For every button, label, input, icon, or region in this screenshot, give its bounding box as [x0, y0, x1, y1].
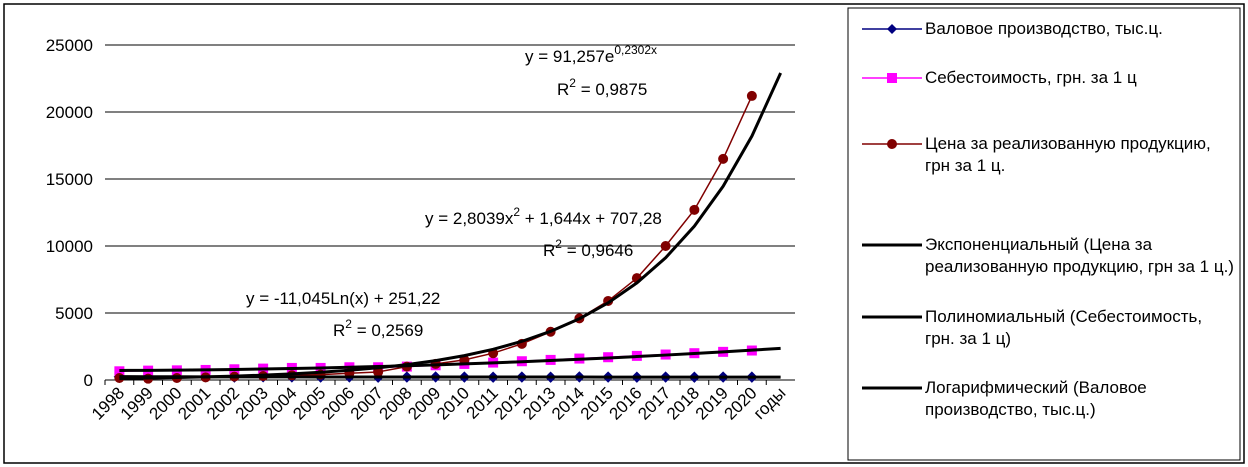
legend-label: Экспоненциальный (Цена за реализованную …	[925, 235, 1234, 276]
legend-label: Цена за реализованную продукцию, грн за …	[925, 134, 1211, 175]
trend-equation: R2 = 0,2569	[333, 317, 423, 340]
legend-marker	[887, 139, 897, 149]
y-tick-label: 0	[84, 371, 93, 390]
trend-equation: R2 = 0,9875	[557, 76, 647, 99]
legend-label: Логарифмический (Валовое производство, т…	[925, 378, 1147, 419]
legend-key	[862, 243, 922, 247]
equation-text: = 0,9875	[576, 80, 647, 99]
y-tick-label: 25000	[46, 36, 93, 55]
equation-text: R	[557, 80, 569, 99]
legend-box	[847, 7, 1241, 461]
legend-key	[862, 73, 922, 83]
trend-line	[119, 346, 781, 372]
equation-text: R	[333, 321, 345, 340]
legend-key	[862, 315, 922, 319]
superscript: 2	[569, 76, 576, 90]
equation-text: = 0,9646	[562, 241, 633, 260]
equation-text: y = -11,045Ln(x) + 251,22	[246, 289, 440, 308]
legend-label: Себестоимость, грн. за 1 ц	[925, 68, 1137, 87]
y-tick-label: 15000	[46, 170, 93, 189]
superscript: 0,2302x	[614, 43, 657, 57]
legend-marker	[887, 24, 897, 34]
equation-text: R	[543, 241, 555, 260]
trend-equation: y = 2,8039x2 + 1,644x + 707,28	[425, 205, 662, 228]
equation-text: + 1,644x + 707,28	[520, 209, 662, 228]
superscript: 2	[345, 317, 352, 331]
marker	[114, 366, 125, 377]
marker	[718, 153, 729, 164]
trend-equation: R2 = 0,9646	[543, 237, 633, 260]
y-tick-label: 5000	[55, 304, 93, 323]
series	[119, 346, 781, 372]
trend-equation: y = -11,045Ln(x) + 251,22	[246, 289, 440, 308]
legend-key	[862, 24, 922, 34]
superscript: 2	[513, 205, 520, 219]
equation-text: = 0,2569	[352, 321, 423, 340]
marker	[746, 90, 757, 101]
marker	[689, 204, 700, 215]
equation-text: y = 2,8039x	[425, 209, 514, 228]
equation-text: y = 91,257e	[525, 47, 614, 66]
legend-label: Полиномиальный (Себестоимость, грн. за 1…	[925, 307, 1203, 348]
trend-equation: y = 91,257e0,2302x	[525, 43, 657, 66]
y-tick-label: 20000	[46, 103, 93, 122]
legend-marker	[887, 73, 897, 83]
legend-label: Валовое производство, тыс.ц.	[925, 19, 1163, 38]
legend-key	[862, 139, 922, 149]
legend-key	[862, 386, 922, 390]
y-tick-label: 10000	[46, 237, 93, 256]
superscript: 2	[555, 237, 562, 251]
marker	[660, 241, 671, 251]
